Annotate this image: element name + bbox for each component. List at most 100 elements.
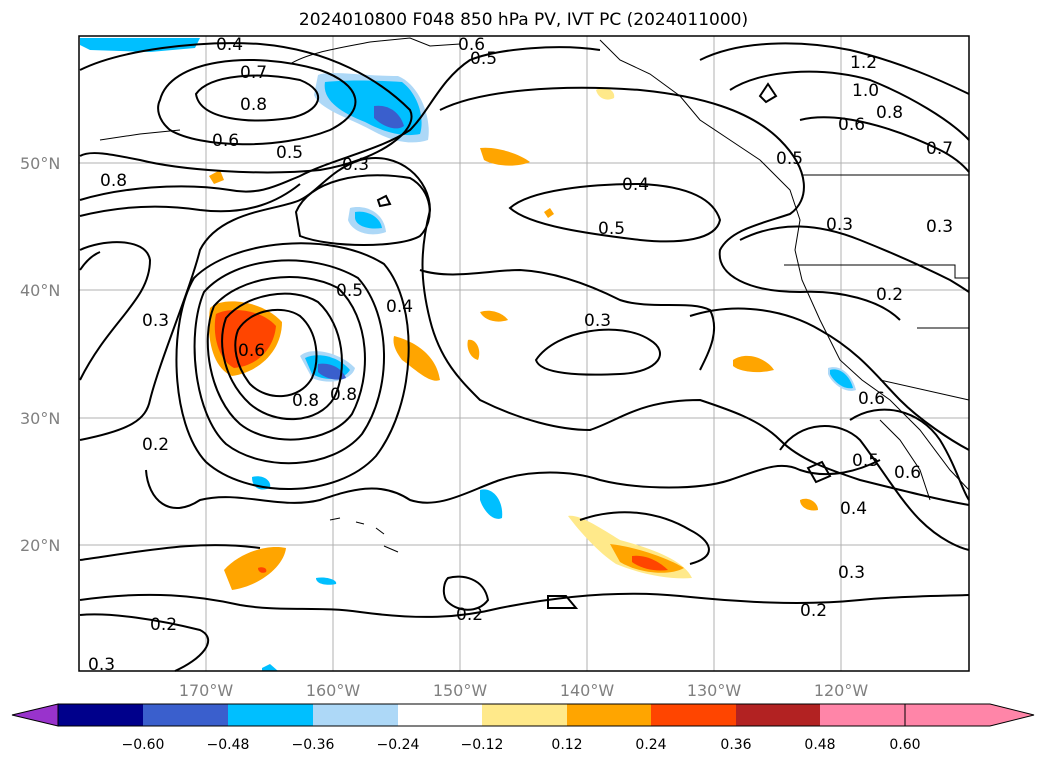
contour-labels: 0.4 0.6 0.5 0.7 0.8 0.6 0.5 0.3 0.8 0.8 … [88,35,953,675]
contour-se-1 [849,408,970,501]
contour-max-2 [221,292,343,421]
contour-label: 0.6 [212,131,239,151]
contour-label: 0.5 [598,219,625,239]
colorbar-segment [820,704,905,726]
contour-label: 0.8 [100,171,127,191]
contour-label: 0.8 [240,95,267,115]
colorbar-outline-left [11,703,59,727]
neg-fill-nw [80,38,200,52]
contour-hawaii [579,511,710,565]
contour-label: 0.3 [826,215,853,235]
contour-label: 0.4 [840,499,867,519]
colorbar-segment [143,704,228,726]
colorbar-outline-right [904,703,1035,727]
contour-label: 1.0 [852,81,879,101]
lon-label-160w: 160°W [306,681,361,700]
contour-closed-54n [758,82,778,104]
contour-east-1 [689,307,970,451]
lon-label-170w: 170°W [179,681,234,700]
colorbar-tick: 0.36 [720,737,751,753]
islands-aleutian [99,129,181,141]
contour-label: 0.7 [240,63,267,83]
lat-label-20n: 20°N [20,536,60,555]
colorbar-tick: −0.12 [461,737,504,753]
contour-label: 1.2 [850,53,877,73]
map-title: 2024010800 F048 850 hPa PV, IVT PC (2024… [298,10,749,30]
contour-label: 0.3 [88,655,115,675]
colorbar-segment [398,704,482,726]
neg-fill-33n-core [318,363,346,380]
contour-label: 0.3 [926,217,953,237]
contour-label: 0.8 [292,391,319,411]
contour-label: 0.5 [852,451,879,471]
pos-fill-38n [480,310,508,322]
colorbar-tick: −0.36 [292,737,335,753]
contour-max-3 [206,276,366,441]
colorbar-segment [482,704,567,726]
neg-fill-45n-core [355,211,382,229]
contour-south-2 [79,544,261,561]
contour-se-2 [779,425,970,551]
pv-contours [79,42,970,672]
contour-max-4 [193,259,385,465]
map-frame [78,35,970,672]
contour-ne-1 [729,70,970,141]
pos-fill-128w [733,355,774,373]
coastline-baja [879,419,931,501]
contour-label: 0.6 [858,389,885,409]
pos-fill-18n-west-core [258,567,267,573]
contour-closed-46n [376,194,392,208]
contour-label: 0.3 [342,155,369,175]
contour-02-south [79,592,970,618]
neg-fill-17n [316,577,337,585]
colorbar-segment [736,704,820,726]
contour-label: 0.5 [776,149,803,169]
contour-label: 0.6 [458,35,485,55]
contour-label: 0.2 [142,435,169,455]
lon-label-130w: 130°W [687,681,742,700]
contour-02-mid [145,459,881,510]
contour-label: 0.5 [276,143,303,163]
contour-03-main [79,157,970,506]
pos-fill-50n [480,147,530,166]
contour-closed-47n [508,182,722,243]
pos-fill-dot-w [209,170,224,184]
lon-label-120w: 120°W [814,681,869,700]
contour-label: 0.8 [876,103,903,123]
colorbar-extend-left [12,704,58,726]
contour-label: 0.8 [330,385,357,405]
contour-aleutian-1 [194,74,320,122]
colorbar: −0.60 −0.48 −0.36 −0.24 −0.12 0.12 0.24 … [11,703,1035,753]
colorbar-segment [228,704,313,726]
pv-fill-positive [208,87,818,590]
contour-west-edge [79,251,101,271]
pos-fill-hawaii-core [632,555,668,571]
colorbar-segment [651,704,736,726]
contour-max-5 [175,242,410,490]
contour-label: 0.5 [470,49,497,69]
lon-label-140w: 140°W [560,681,615,700]
contour-label: 0.4 [622,175,649,195]
contour-04-east [439,86,901,321]
contour-east-2 [739,225,970,293]
pos-fill-dot-c [544,208,554,218]
contour-03-central [419,268,716,371]
colorbar-ticks: −0.60 −0.48 −0.36 −0.24 −0.12 0.12 0.24 … [122,737,921,753]
pos-fill-18n-west [224,546,286,590]
islands-hawaii [329,517,399,553]
lat-label-30n: 30°N [20,409,60,428]
colorbar-tick: 0.12 [551,737,582,753]
coastline-alaska [289,37,461,65]
pos-fill-33n [393,336,440,381]
lat-label-50n: 50°N [20,154,60,173]
colorbar-tick: 0.24 [635,737,666,753]
border-us-mexico [879,379,970,401]
colorbar-segment [567,704,651,726]
colorbar-tick: −0.24 [377,737,420,753]
contour-label: 0.5 [336,281,363,301]
colorbar-tick: −0.48 [207,737,250,753]
colorbar-tick: 0.48 [804,737,835,753]
contour-label: 0.6 [838,115,865,135]
contour-03-west [79,241,152,381]
